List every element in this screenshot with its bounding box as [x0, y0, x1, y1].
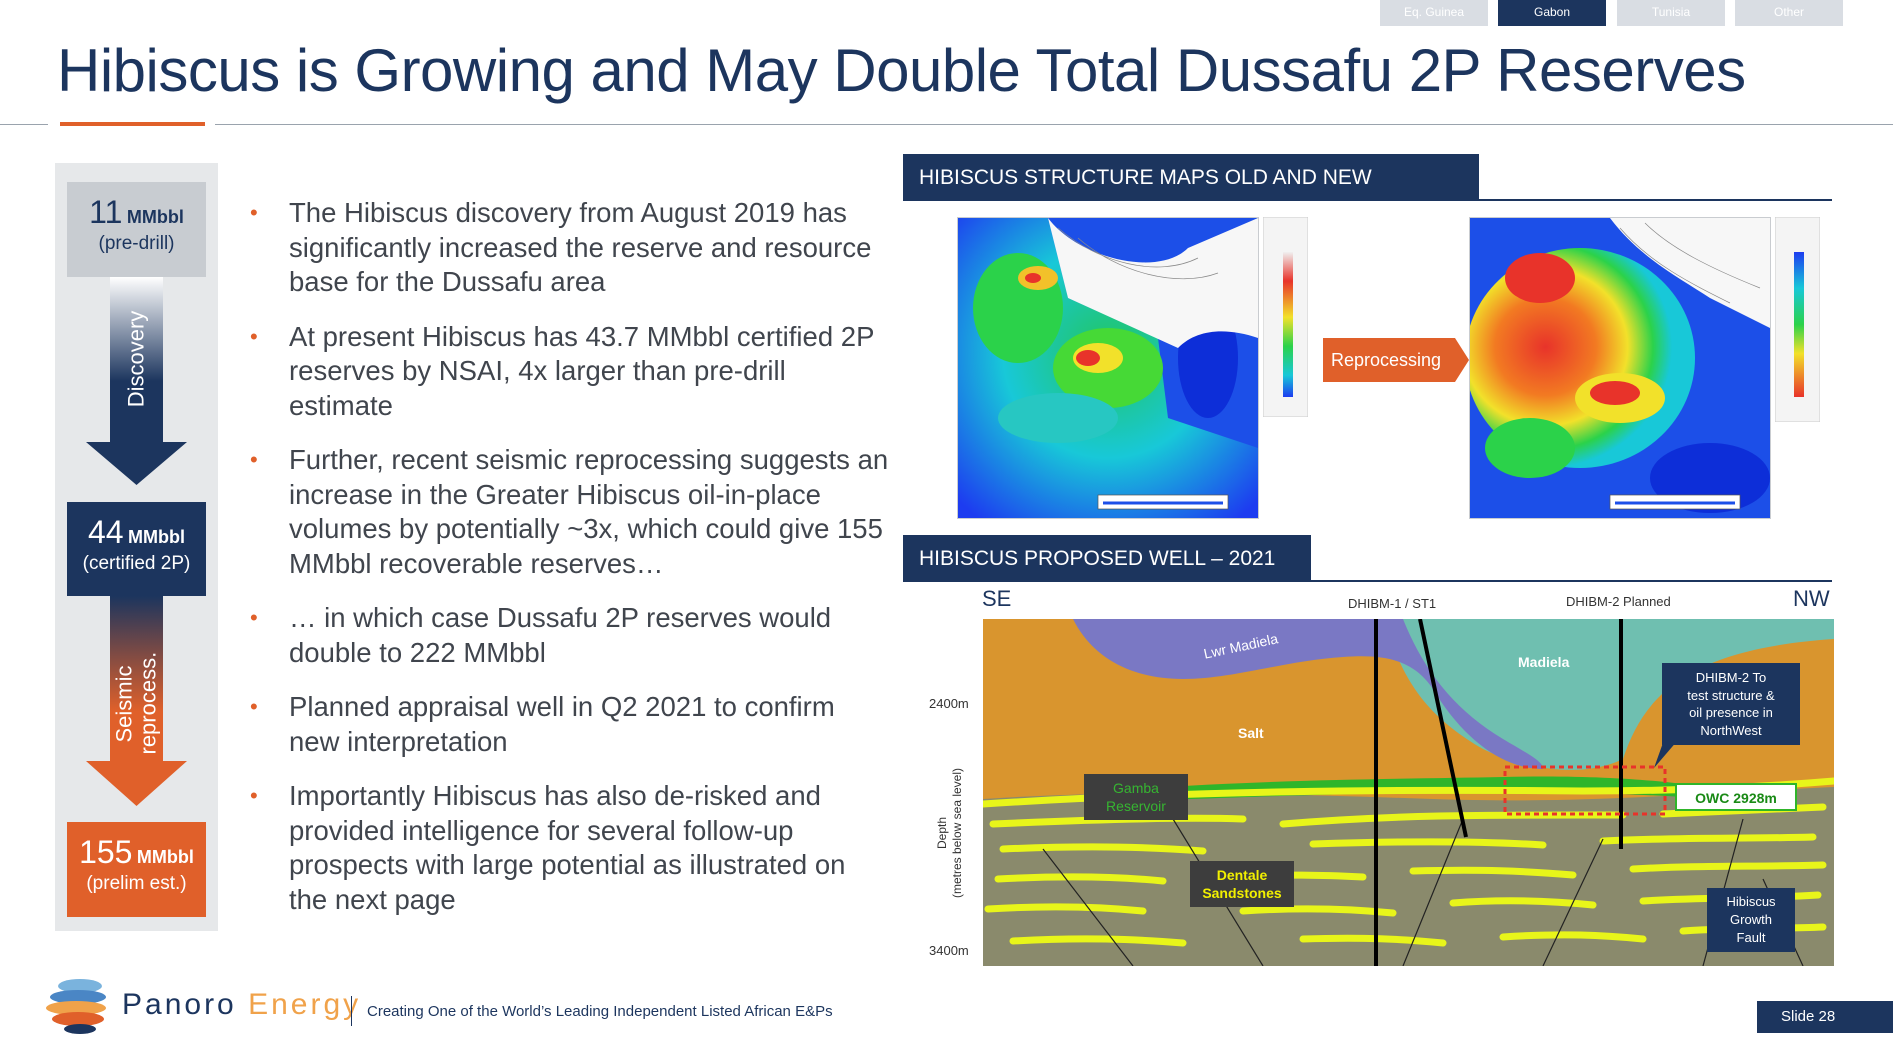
tab-other[interactable]: Other [1735, 0, 1843, 26]
discovery-arrow [86, 277, 187, 485]
certified-box: 44 MMbbl (certified 2P) [67, 502, 206, 596]
seismic-arrow [86, 596, 187, 806]
gamba-reservoir-label: Gamba Reservoir [1084, 774, 1188, 820]
prelim-box: 155 MMbbl (prelim est.) [67, 822, 206, 917]
growth-fault-note: Hibiscus Growth Fault [1707, 888, 1795, 952]
new-structure-map [1469, 217, 1771, 519]
bullet-item: • Importantly Hibiscus has also de-risked… [250, 780, 846, 915]
direction-se: SE [982, 586, 1012, 611]
title-rule-right [215, 124, 1893, 125]
depth-top-label: 2400m [929, 696, 969, 711]
old-map-colour-scale [1263, 217, 1308, 417]
owc-label: OWC 2928m [1675, 783, 1797, 811]
predrill-unit: MMbbl [126, 207, 184, 227]
maps-section-rule [903, 199, 1832, 201]
dhibm2-note: DHIBM-2 To test structure & oil presence… [1662, 663, 1800, 745]
dentale-sandstones-label: Dentale Sandstones [1190, 861, 1294, 907]
new-map-colour-scale [1775, 217, 1820, 422]
tab-tunisia[interactable]: Tunisia [1617, 0, 1725, 26]
well2-label: DHIBM-2 Planned [1566, 594, 1671, 609]
certified-label: (certified 2P) [82, 553, 191, 574]
page-title: Hibiscus is Growing and May Double Total… [57, 37, 1746, 104]
tab-eq-guinea[interactable]: Eq. Guinea [1380, 0, 1488, 26]
direction-nw: NW [1793, 586, 1830, 611]
reprocessing-arrow-tip [1455, 338, 1469, 382]
seismic-label: Seismic reprocess. [111, 651, 161, 755]
brand-name: Panoro Energy [122, 988, 362, 1021]
footer-tagline: Creating One of the World’s Leading Inde… [367, 1003, 833, 1020]
title-rule-left [0, 124, 48, 125]
prelim-unit: MMbbl [136, 847, 194, 867]
prelim-number: 155 [79, 834, 133, 870]
well-section-header: HIBISCUS PROPOSED WELL – 2021 [903, 535, 1311, 582]
bullet-item: • At present Hibiscus has 43.7 MMbbl cert… [250, 320, 874, 421]
certified-number: 44 [87, 514, 124, 550]
madiela-label: Madiela [1518, 654, 1570, 670]
slide-number: Slide 28 [1757, 1001, 1893, 1033]
bullet-item: • Planned appraisal well in Q2 2021 to co… [250, 691, 835, 757]
bullet-item: •… in which case Dussafu 2P reserves wou… [250, 602, 832, 668]
dhibm2-note-pointer [1654, 740, 1678, 768]
well-cross-section [983, 619, 1834, 966]
well1-label: DHIBM-1 / ST1 [1348, 596, 1437, 611]
predrill-label: (pre-drill) [98, 233, 175, 254]
panoro-logo-icon [46, 979, 106, 1034]
discovery-label: Discovery [123, 310, 149, 408]
reprocessing-arrow: Reprocessing [1323, 338, 1455, 382]
bullet-list: • The Hibiscus discovery from August 2019… [250, 196, 890, 937]
footer-separator [351, 996, 352, 1026]
tab-gabon[interactable]: Gabon [1498, 0, 1606, 26]
maps-section-header: HIBISCUS STRUCTURE MAPS OLD AND NEW [903, 154, 1479, 201]
prelim-label: (prelim est.) [86, 873, 187, 894]
salt-label: Salt [1238, 725, 1264, 741]
depth-bottom-label: 3400m [929, 943, 969, 958]
title-rule-accent [60, 122, 205, 126]
bullet-item: • Further, recent seismic reprocessing su… [250, 444, 889, 579]
old-structure-map [957, 217, 1259, 519]
bullet-item: • The Hibiscus discovery from August 2019… [250, 197, 872, 297]
predrill-box: 11 MMbbl (pre-drill) [67, 182, 206, 277]
well-section-rule [903, 580, 1832, 582]
certified-unit: MMbbl [128, 527, 186, 547]
predrill-number: 11 [89, 194, 123, 230]
depth-axis-title: Depth (metres below sea level) [935, 767, 964, 899]
